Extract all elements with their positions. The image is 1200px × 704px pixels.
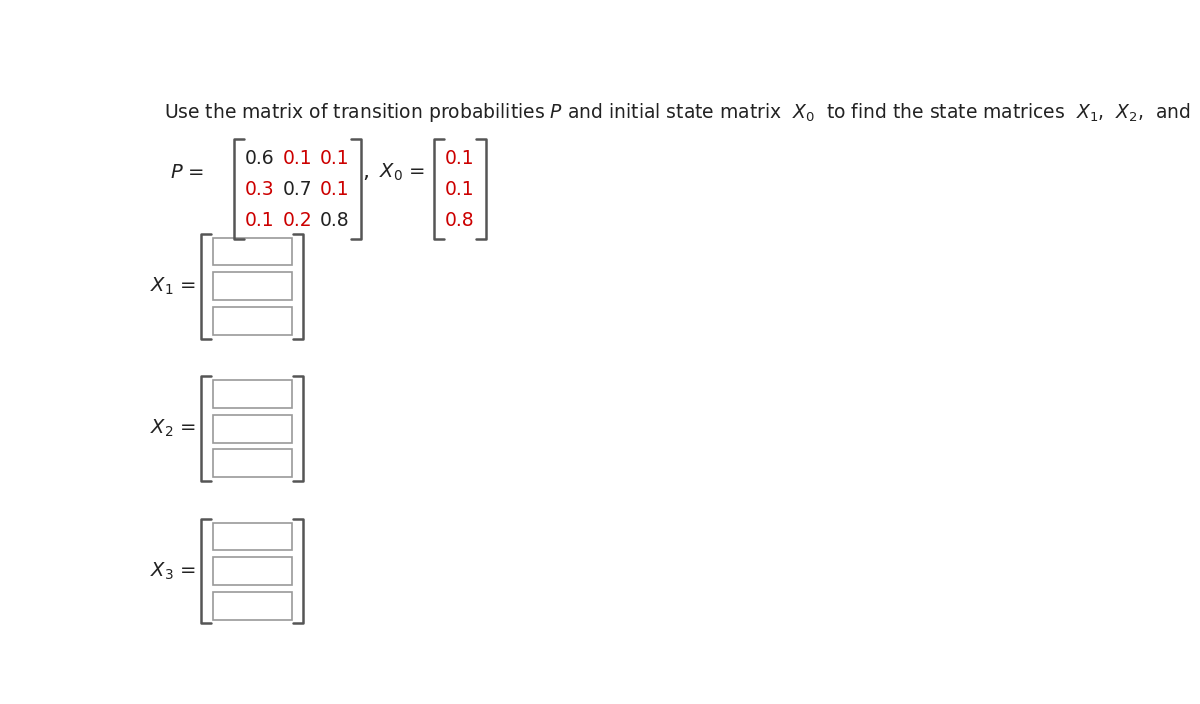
Text: 0.1: 0.1: [445, 149, 475, 168]
Text: 0.1: 0.1: [319, 149, 349, 168]
Text: $P$ =: $P$ =: [170, 163, 204, 182]
Text: 0.1: 0.1: [319, 180, 349, 199]
FancyBboxPatch shape: [212, 415, 292, 443]
Text: Use the matrix of transition probabilities $P$ and initial state matrix  $X_0$  : Use the matrix of transition probabiliti…: [164, 101, 1200, 125]
FancyBboxPatch shape: [212, 380, 292, 408]
FancyBboxPatch shape: [212, 592, 292, 620]
Text: 0.1: 0.1: [282, 149, 312, 168]
Text: $X_0$ =: $X_0$ =: [379, 162, 426, 183]
Text: $X_3$ =: $X_3$ =: [150, 560, 197, 582]
Text: 0.8: 0.8: [445, 210, 475, 230]
Text: 0.3: 0.3: [245, 180, 275, 199]
FancyBboxPatch shape: [212, 307, 292, 334]
Text: 0.1: 0.1: [445, 180, 475, 199]
FancyBboxPatch shape: [212, 558, 292, 585]
Text: ,: ,: [362, 162, 370, 182]
Text: $X_2$ =: $X_2$ =: [150, 418, 197, 439]
FancyBboxPatch shape: [212, 272, 292, 300]
FancyBboxPatch shape: [212, 522, 292, 551]
FancyBboxPatch shape: [212, 449, 292, 477]
Text: 0.2: 0.2: [282, 210, 312, 230]
Text: 0.7: 0.7: [282, 180, 312, 199]
Text: 0.8: 0.8: [319, 210, 349, 230]
FancyBboxPatch shape: [212, 238, 292, 265]
Text: $X_1$ =: $X_1$ =: [150, 275, 197, 297]
Text: 0.6: 0.6: [245, 149, 275, 168]
Text: 0.1: 0.1: [245, 210, 275, 230]
